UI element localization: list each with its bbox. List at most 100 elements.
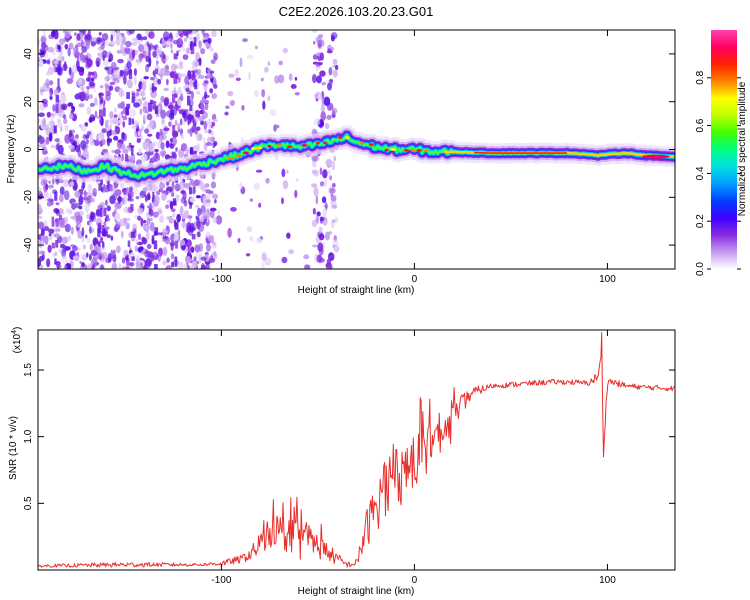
spectrogram-noise-point <box>109 117 113 128</box>
spectrogram-noise-point <box>146 217 151 225</box>
spectrogram-noise-point <box>176 37 183 48</box>
spectrogram-noise-point <box>126 60 132 70</box>
spectrogram-noise-point <box>334 216 339 223</box>
spectrogram-noise-point <box>181 218 186 222</box>
spectrogram-noise-point <box>57 118 61 123</box>
spectrogram-noise-point <box>156 60 159 66</box>
spectrogram-streak <box>151 235 155 245</box>
spectrogram-noise-point <box>329 175 333 181</box>
ridge-hot-spot <box>368 143 375 147</box>
spectrogram-noise-point <box>323 96 331 106</box>
spectrogram-noise-point <box>46 59 51 65</box>
spectrogram-noise-point <box>144 196 148 202</box>
spectrogram-noise-point <box>161 193 167 201</box>
spectrogram-noise-point <box>51 30 56 37</box>
spectrogram-noise-point <box>81 227 85 237</box>
spectrogram-noise-point <box>109 186 113 192</box>
spectrogram-noise-point <box>254 45 258 50</box>
spectrogram-noise-point <box>156 190 161 196</box>
spectrogram-noise-point <box>303 254 310 260</box>
spectrogram-noise-point <box>142 111 146 122</box>
spectrogram-noise-point <box>38 203 42 211</box>
spectrogram-noise-point <box>294 91 300 96</box>
spectrogram-noise-point <box>121 197 125 205</box>
spectrogram-noise-point <box>105 41 110 46</box>
spectrogram-noise-point <box>315 62 321 67</box>
spectrogram-noise-point <box>311 73 317 84</box>
spectrogram-noise-point <box>315 215 320 224</box>
spectrogram-noise-point <box>42 117 46 127</box>
spectrogram-noise-point <box>320 111 327 122</box>
spectrogram-noise-point <box>56 222 63 226</box>
spectrogram-streak <box>154 227 159 236</box>
spectrogram-streak <box>131 146 134 156</box>
spectrogram-noise-point <box>200 48 206 55</box>
spectrogram-noise-point <box>106 138 113 143</box>
spectrogram-noise-point <box>72 47 77 51</box>
spectrogram-noise-point <box>61 236 69 244</box>
spectrogram-noise-point <box>210 181 217 189</box>
spectrogram-noise-point <box>87 183 93 193</box>
spectrogram-streak <box>97 222 102 229</box>
spectrogram-noise-point <box>175 194 180 202</box>
spectrogram-noise-point <box>84 234 88 239</box>
spectrogram-noise-point <box>85 138 89 145</box>
spectrogram-noise-point <box>185 30 193 34</box>
spectrogram-streak <box>98 109 103 119</box>
spectrogram-noise-point <box>38 221 45 230</box>
colorbar-tick-label: 0.8 <box>695 70 706 84</box>
spectrogram-noise-point <box>60 94 67 104</box>
spectrogram-noise-point <box>122 148 129 154</box>
spectrogram-streak <box>103 208 107 217</box>
spectrogram-streak <box>97 228 101 238</box>
spectrogram-noise-point <box>62 114 67 120</box>
spectrogram-noise-point <box>78 205 83 210</box>
spectrogram-noise-point <box>46 200 52 207</box>
spectrogram-noise-point <box>135 195 140 200</box>
spectrogram-noise-point <box>63 118 68 125</box>
spectrogram-noise-point <box>95 208 101 217</box>
spectrogram-noise-point <box>135 40 143 44</box>
spectrogram-noise-point <box>187 128 192 134</box>
spectrogram-streak <box>174 93 178 98</box>
spectrogram-noise-point <box>316 211 321 217</box>
spectrogram-ytick-label: -40 <box>23 237 34 252</box>
spectrogram-noise-point <box>121 257 126 264</box>
spectrogram-noise-point <box>294 189 298 199</box>
spectrogram-noise-point <box>84 196 91 205</box>
spectrogram-streak <box>126 92 130 99</box>
spectrogram-noise-point <box>185 227 191 233</box>
spectrogram-noise-point <box>162 54 166 60</box>
spectrogram-noise-point <box>163 96 170 106</box>
spectrogram-noise-point <box>54 138 60 142</box>
spectrogram-ytick-label: -20 <box>23 190 34 205</box>
spectrogram-noise-point <box>76 55 80 61</box>
spectrogram-noise-point <box>106 130 111 138</box>
spectrogram-noise-point <box>211 93 218 99</box>
spectrogram-streak <box>127 240 131 247</box>
snr-scale-base: (x10 <box>12 333 23 353</box>
spectrogram-noise-point <box>135 261 142 269</box>
spectrogram-noise-point <box>81 45 88 53</box>
spectrogram-panel: -100 0 100 -40 -20 0 20 40 Height of straight l… <box>6 29 676 296</box>
spectrogram-noise-point <box>47 46 55 53</box>
spectrogram-noise-point <box>48 236 53 240</box>
spectrogram-noise-point <box>159 128 163 135</box>
snr-background <box>38 330 675 570</box>
spectrogram-noise-point <box>92 115 96 121</box>
spectrogram-noise-point <box>181 213 188 219</box>
spectrogram-noise-point <box>39 86 44 96</box>
spectrogram-noise-point <box>239 182 243 190</box>
spectrogram-noise-point <box>38 258 42 268</box>
spectrogram-streak <box>148 53 151 62</box>
spectrogram-noise-point <box>128 30 135 35</box>
spectrogram-streak <box>131 118 134 125</box>
spectrogram-noise-point <box>67 102 74 107</box>
spectrogram-noise-point <box>177 99 182 107</box>
spectrogram-streak <box>153 264 158 269</box>
spectrogram-streak <box>102 107 106 117</box>
spectrogram-noise-point <box>196 219 201 230</box>
spectrogram-noise-point <box>94 110 98 119</box>
spectrogram-noise-point <box>54 251 58 257</box>
spectrogram-noise-point <box>47 198 54 202</box>
